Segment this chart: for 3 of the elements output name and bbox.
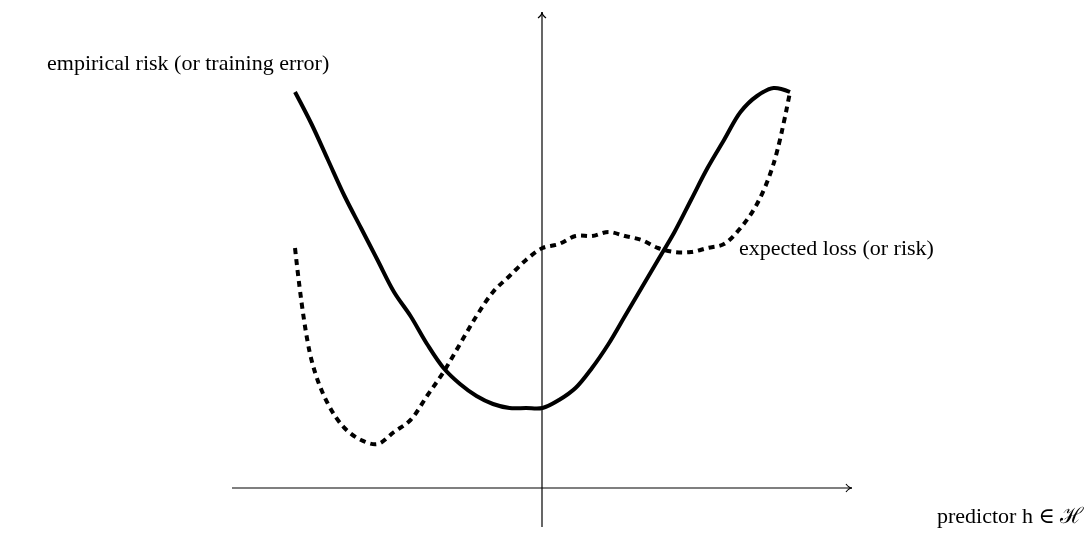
series-label: empirical risk (or training error) <box>47 50 330 75</box>
text: predictor h ∈ ℋ <box>937 503 1085 528</box>
series-label: expected loss (or risk) <box>739 235 934 260</box>
